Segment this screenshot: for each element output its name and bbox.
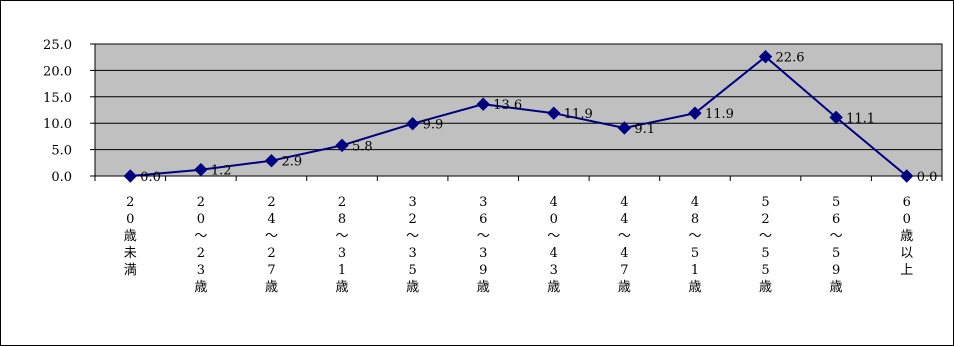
data-point-marker <box>194 162 208 177</box>
x-category-label: 2 0 ～ 2 3 歳 <box>194 195 207 295</box>
data-point-marker <box>405 117 420 131</box>
x-category-label: 4 4 ～ 4 7 歳 <box>618 195 631 295</box>
data-label: 2.9 <box>281 155 302 170</box>
x-category-label: 3 2 ～ 3 5 歳 <box>406 195 419 295</box>
data-point-marker <box>335 138 349 153</box>
y-tick-label: 25.0 <box>43 38 72 53</box>
plot-area <box>94 43 943 177</box>
y-tick-label: 5.0 <box>51 144 72 159</box>
x-category-label: 5 6 ～ 5 9 歳 <box>830 195 843 295</box>
series-group <box>123 49 914 183</box>
x-category-label: 4 0 ～ 4 3 歳 <box>547 195 560 295</box>
y-axis-ticks: 25.0 20.0 15.0 10.0 5.0 0.0 <box>43 38 95 185</box>
series-line <box>130 55 908 177</box>
y-tick-label: 20.0 <box>43 64 72 79</box>
data-label: 9.1 <box>634 122 655 137</box>
x-category-label: 3 6 ～ 3 9 歳 <box>477 195 490 295</box>
data-point-marker <box>758 49 773 64</box>
data-label: 13.6 <box>493 98 522 113</box>
data-label: 0.0 <box>917 170 938 185</box>
x-axis-categories: 2 0 歳未満 2 0 ～ 2 3 歳 2 4 ～ 2 7 歳 2 8 ～ 3 1 歳 3 2 ～ 3 5 歳 3 6 ～ 3 9 歳 4 0 ～ 4 3… <box>94 176 943 295</box>
y-tick-label: 15.0 <box>43 91 72 106</box>
x-category-label: 5 2 ～ 5 5 歳 <box>759 195 772 295</box>
x-category-label: 2 4 ～ 2 7 歳 <box>265 195 278 295</box>
data-point-marker <box>900 169 914 183</box>
x-category-label: 6 0 歳以上 <box>900 195 913 278</box>
data-label: 9.9 <box>423 118 444 133</box>
data-point-marker <box>476 97 490 111</box>
x-category-label: 4 8 ～ 5 1 歳 <box>688 195 701 295</box>
data-point-marker <box>688 106 702 120</box>
data-point-marker <box>264 153 279 168</box>
data-label: 5.8 <box>352 139 373 154</box>
data-label: 11.9 <box>705 107 734 122</box>
data-point-marker <box>829 110 843 125</box>
data-labels: 0.0 1.2 2.9 5.8 9.9 13.6 11.9 9.1 11.9 22.6 11.1 0.… <box>140 51 937 185</box>
x-category-label: 2 0 歳未満 <box>124 195 137 278</box>
y-tick-label: 0.0 <box>51 170 72 185</box>
data-point-marker <box>123 169 137 183</box>
x-category-label: 2 8 ～ 3 1 歳 <box>336 195 349 295</box>
data-point-marker <box>617 121 632 135</box>
data-label: 22.6 <box>776 51 805 66</box>
data-label: 11.9 <box>564 107 593 122</box>
data-label: 11.1 <box>846 111 875 126</box>
data-point-marker <box>547 106 561 120</box>
data-label: 1.2 <box>211 164 232 179</box>
data-label: 0.0 <box>140 170 161 185</box>
y-tick-label: 10.0 <box>43 117 72 132</box>
